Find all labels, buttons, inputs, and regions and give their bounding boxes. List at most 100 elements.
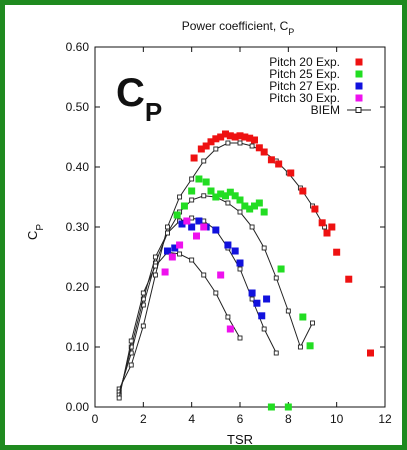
biem-point	[273, 350, 279, 356]
legend: Pitch 20 Exp.Pitch 25 Exp.Pitch 27 Exp.P…	[269, 55, 371, 117]
y-axis-label: CP	[25, 224, 46, 240]
y-tick-label: 0.20	[66, 280, 90, 294]
y-tick-label: 0.10	[66, 340, 90, 354]
series-1-point	[299, 313, 307, 321]
biem-point	[128, 362, 134, 368]
big-cp-letter: C	[116, 71, 145, 115]
series-1-point	[246, 205, 254, 213]
series-2-point	[236, 259, 244, 267]
biem-point	[213, 290, 219, 296]
biem-point	[128, 344, 134, 350]
biem-point	[273, 275, 279, 281]
biem-point	[116, 395, 122, 401]
series-2-point	[258, 312, 266, 320]
biem-point	[297, 344, 303, 350]
legend-swatch	[355, 107, 362, 113]
big-cp-label: CP	[116, 71, 162, 127]
legend-label: BIEM	[311, 103, 340, 117]
biem-point	[225, 314, 231, 320]
series-3-point	[217, 271, 225, 279]
biem-curves	[116, 140, 328, 401]
series-2-point	[164, 247, 171, 255]
biem-point	[140, 323, 146, 329]
series-0-point	[323, 229, 331, 237]
series-0-point	[275, 160, 283, 168]
biem-point	[152, 254, 158, 260]
y-tick-label: 0.00	[66, 400, 90, 414]
biem-point	[165, 224, 170, 230]
y-axis-label-subscript: P	[35, 224, 46, 231]
biem-point	[201, 272, 207, 278]
experiment-markers	[161, 130, 374, 411]
legend-swatch	[355, 58, 363, 66]
legend-label: Pitch 27 Exp.	[269, 79, 340, 93]
series-3-point	[176, 241, 184, 249]
series-0-point	[190, 154, 198, 162]
series-2-point	[188, 223, 196, 231]
biem-point	[225, 140, 231, 146]
y-axis: 0.00 0.10 0.20 0.30 0.40 0.50 0.60	[66, 40, 385, 414]
biem-point	[165, 230, 170, 236]
legend-swatch	[355, 94, 363, 102]
biem-point	[237, 209, 243, 215]
series-1-point	[207, 187, 215, 195]
series-2-point	[212, 226, 220, 234]
series-0-point	[328, 223, 336, 231]
y-tick-label: 0.30	[66, 220, 90, 234]
series-1-point	[236, 196, 244, 204]
biem-point	[261, 245, 267, 251]
biem-point	[189, 176, 195, 182]
biem-point	[249, 224, 255, 230]
series-1-point	[188, 187, 196, 195]
series-1-point	[202, 178, 210, 186]
series-0-point	[212, 135, 220, 143]
biem-point	[189, 257, 195, 263]
x-tick-label: 0	[92, 412, 99, 426]
series-1-point	[180, 202, 188, 210]
x-tick-label: 12	[378, 412, 392, 426]
series-1-point	[226, 188, 234, 196]
series-1-point	[231, 192, 239, 200]
series-0-point	[267, 156, 275, 164]
biem-point	[225, 200, 231, 206]
series-3-point	[183, 217, 191, 225]
series-0-point	[251, 136, 258, 144]
biem-point	[213, 146, 219, 152]
legend-swatch	[355, 82, 363, 90]
series-0-point	[287, 169, 295, 177]
biem-point	[177, 251, 183, 257]
x-tick-label: 10	[330, 412, 344, 426]
biem-point	[310, 320, 315, 326]
series-0-point	[217, 133, 225, 141]
biem-point	[152, 263, 158, 269]
x-tick-label: 6	[237, 412, 244, 426]
series-3-point	[161, 268, 169, 276]
chart-title-subscript: P	[288, 27, 294, 37]
series-0-point	[202, 142, 210, 150]
series-2-point	[253, 299, 261, 307]
series-0-point	[246, 134, 254, 142]
legend-label: Pitch 25 Exp.	[269, 67, 340, 81]
biem-point	[189, 197, 195, 203]
series-3-point	[226, 325, 234, 333]
series-0-point	[333, 248, 341, 256]
series-2-point	[224, 241, 232, 249]
series-2-point	[195, 217, 203, 225]
series-2-point	[248, 289, 256, 297]
biem-point	[249, 143, 255, 149]
x-axis: 0 2 4 6 8 10 12	[92, 47, 392, 426]
series-0-point	[318, 219, 326, 227]
legend-label: Pitch 20 Exp.	[269, 55, 340, 69]
series-0-point	[207, 138, 215, 146]
y-tick-label: 0.60	[66, 40, 90, 54]
chart-title: Power coefficient, CP	[182, 19, 295, 37]
series-0-point	[260, 148, 268, 156]
biem-point	[249, 296, 255, 302]
x-tick-label: 2	[140, 412, 147, 426]
series-0-point	[222, 130, 229, 138]
series-0-point	[197, 145, 205, 153]
series-2-point	[231, 247, 239, 255]
series-0-point	[241, 133, 249, 141]
biem-point	[152, 272, 158, 278]
series-2-point	[263, 295, 271, 303]
